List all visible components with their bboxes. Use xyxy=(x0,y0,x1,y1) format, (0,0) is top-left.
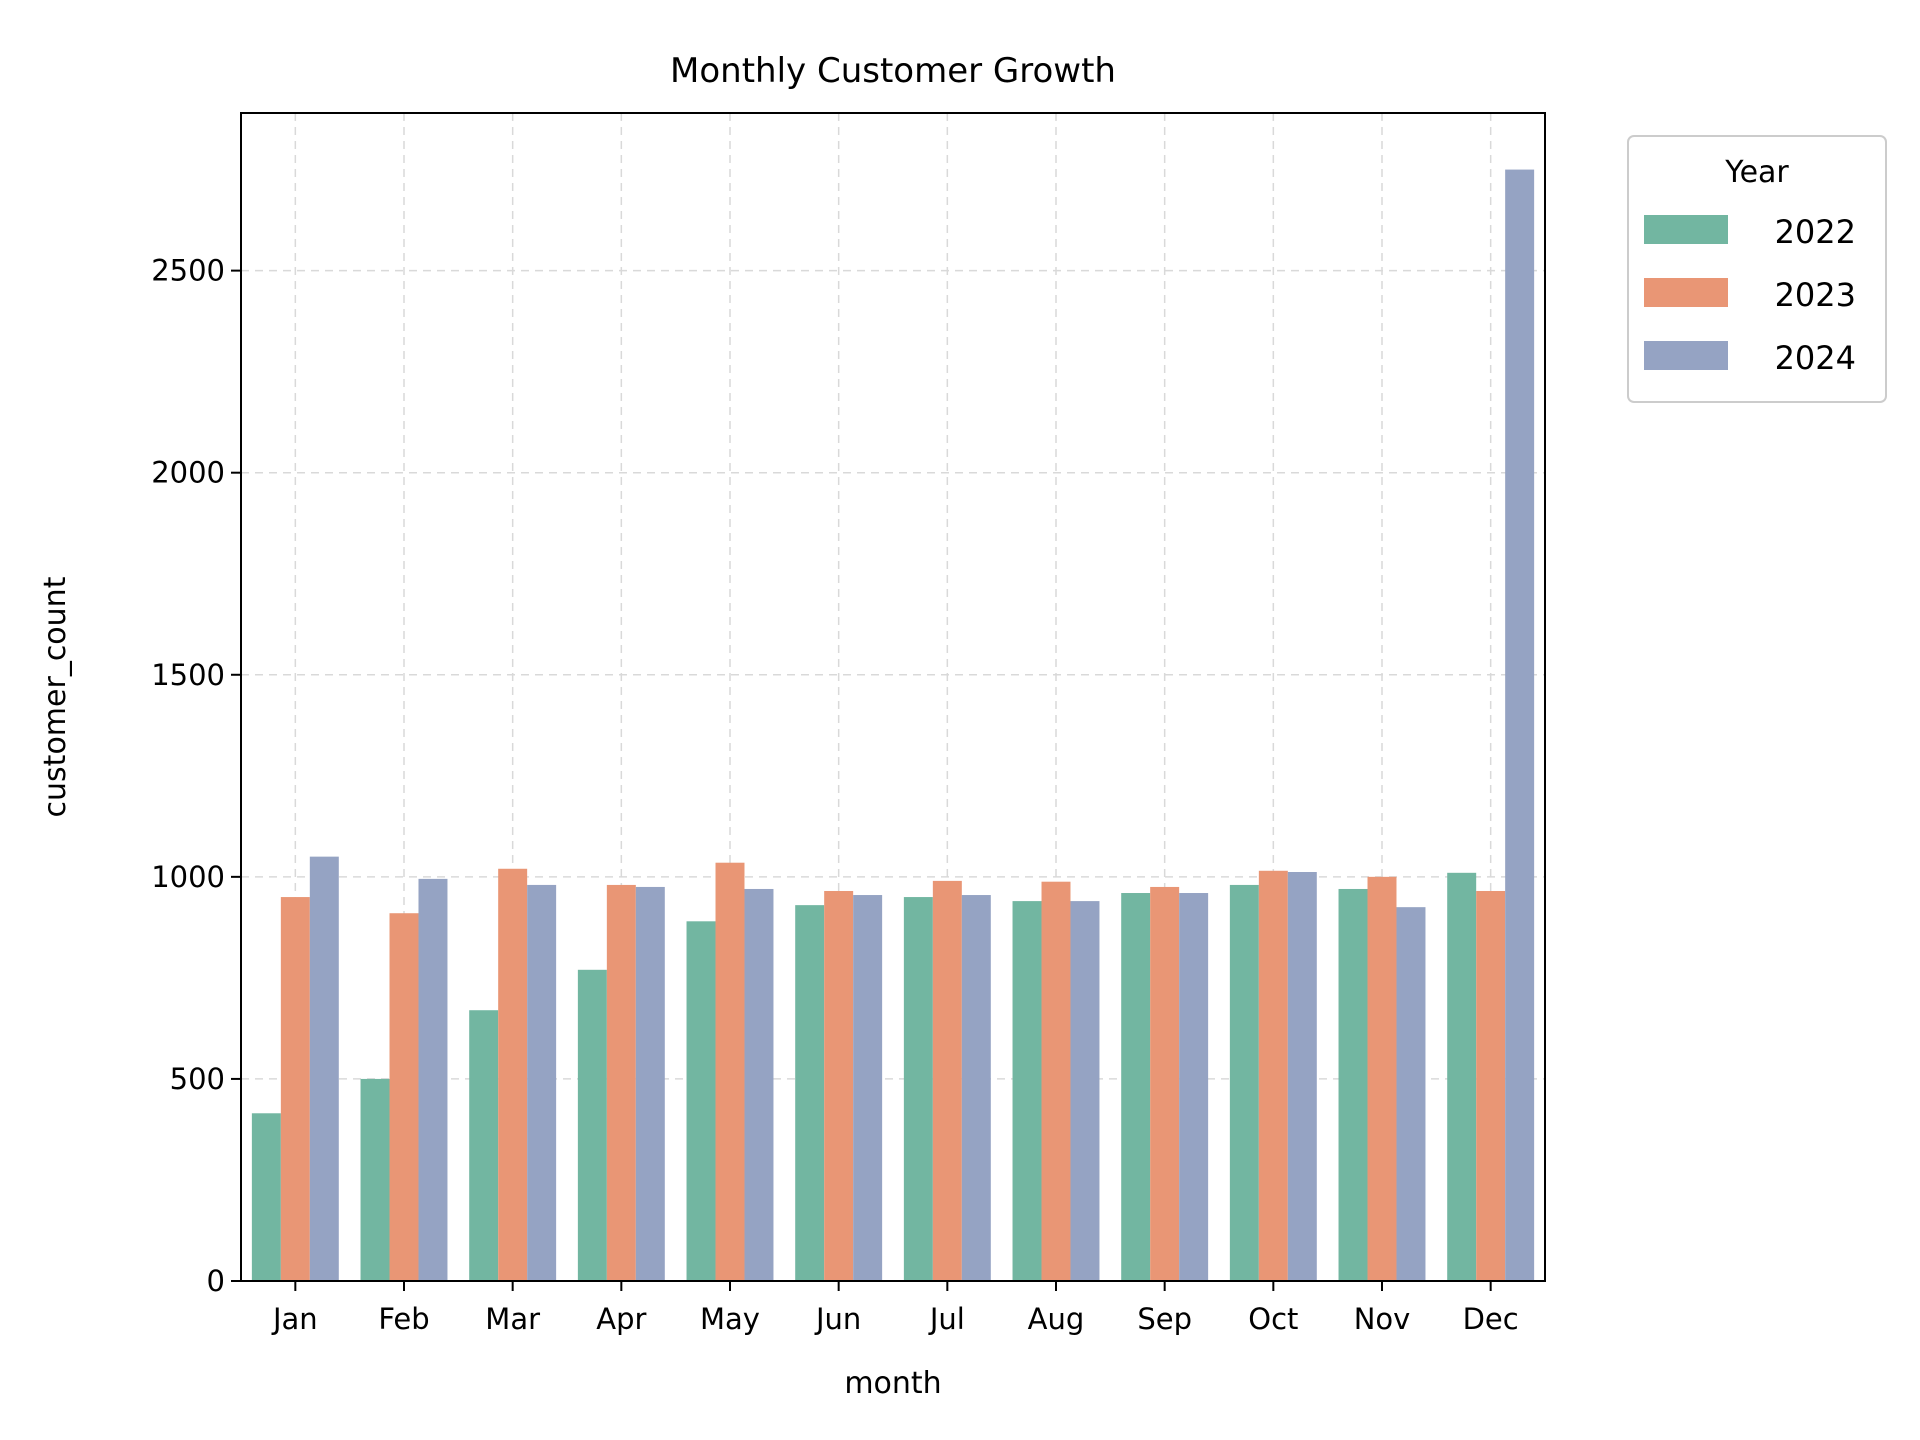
legend: Year 2022 2023 2024 xyxy=(1627,135,1887,403)
bars xyxy=(251,169,1535,1282)
bar-2022-apr xyxy=(577,969,607,1281)
bar-2023-apr xyxy=(606,884,636,1281)
bar-2023-jan xyxy=(280,897,310,1281)
legend-items: 2022 2023 2024 xyxy=(1644,213,1856,377)
y-axis-label: customer_count xyxy=(38,576,73,817)
x-tick-label: Sep xyxy=(1137,1302,1192,1336)
bar-2023-jul xyxy=(932,880,962,1281)
legend-label-2024: 2024 xyxy=(1775,339,1856,377)
legend-box xyxy=(1627,135,1887,403)
bar-2024-may xyxy=(744,888,774,1281)
x-tick-label: Aug xyxy=(1028,1302,1085,1336)
bar-2022-feb xyxy=(360,1078,390,1281)
bar-2024-jun xyxy=(853,895,883,1281)
x-tick-label: Nov xyxy=(1354,1302,1411,1336)
x-tick-label: Dec xyxy=(1463,1302,1519,1336)
y-tick-label: 500 xyxy=(170,1062,225,1096)
bar-2024-aug xyxy=(1070,901,1100,1281)
bar-2024-jan xyxy=(309,856,339,1281)
legend-label-2023: 2023 xyxy=(1775,276,1856,314)
bar-2022-sep xyxy=(1121,893,1151,1281)
bar-2022-oct xyxy=(1229,884,1259,1281)
chart-title: Monthly Customer Growth xyxy=(670,51,1116,91)
bar-2024-dec xyxy=(1505,169,1535,1282)
bar-2024-nov xyxy=(1396,907,1426,1281)
x-tick-label: Jun xyxy=(814,1302,861,1336)
legend-swatch-2024 xyxy=(1644,341,1728,370)
x-tick-label: Jul xyxy=(928,1302,965,1336)
legend-title: Year xyxy=(1724,155,1789,190)
bar-2024-apr xyxy=(635,886,665,1281)
bar-2023-sep xyxy=(1150,886,1180,1281)
bar-2022-jan xyxy=(251,1113,281,1281)
plot-frame xyxy=(240,112,1546,1282)
bar-2024-sep xyxy=(1179,893,1209,1281)
x-tick-label: Mar xyxy=(485,1302,540,1336)
x-axis-label: month xyxy=(844,1366,941,1401)
legend-swatch-2022 xyxy=(1644,215,1728,244)
y-tick-label: 2500 xyxy=(151,254,225,288)
y-tick-label: 2000 xyxy=(151,456,225,490)
bar-2022-may xyxy=(686,921,716,1281)
bar-2024-jul xyxy=(961,895,991,1281)
x-tick-label: Jan xyxy=(271,1302,318,1336)
bar-2023-dec xyxy=(1476,890,1506,1281)
bar-2023-oct xyxy=(1258,870,1288,1281)
axes: 0 500 1000 1500 2000 2500 Jan Feb Mar Apr May Jun Ju… xyxy=(151,254,1519,1336)
legend-label-2022: 2022 xyxy=(1775,213,1856,251)
bar-2024-feb xyxy=(418,878,448,1281)
x-tick-label: Feb xyxy=(378,1302,429,1336)
x-tick-label: Apr xyxy=(596,1302,646,1336)
bar-2024-mar xyxy=(527,884,557,1281)
bar-2022-mar xyxy=(469,1010,499,1281)
bar-2022-aug xyxy=(1012,901,1042,1281)
bar-2022-nov xyxy=(1338,888,1368,1281)
bar-2024-oct xyxy=(1287,871,1317,1281)
bar-2023-jun xyxy=(824,890,854,1281)
legend-swatch-2023 xyxy=(1644,278,1728,307)
x-tick-label: May xyxy=(700,1302,760,1336)
bar-2023-feb xyxy=(389,913,419,1281)
bar-2023-mar xyxy=(498,868,528,1281)
bar-2022-dec xyxy=(1447,872,1477,1281)
y-tick-label: 1500 xyxy=(151,658,225,692)
y-tick-label: 0 xyxy=(207,1264,225,1298)
bar-2022-jun xyxy=(795,905,825,1281)
y-tick-label: 1000 xyxy=(151,860,225,894)
x-tick-label: Oct xyxy=(1248,1302,1298,1336)
bar-2023-may xyxy=(715,862,745,1281)
bar-2022-jul xyxy=(903,897,933,1281)
bar-2023-aug xyxy=(1041,881,1071,1281)
bar-2023-nov xyxy=(1367,876,1397,1281)
